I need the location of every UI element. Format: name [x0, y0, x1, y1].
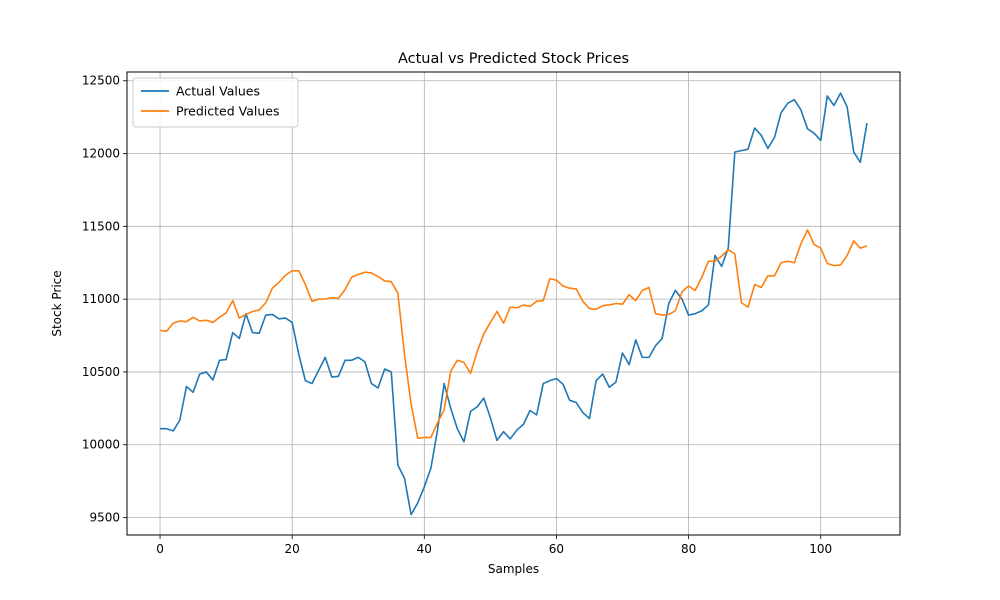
y-tick-label: 12000 [82, 147, 120, 161]
x-tick-label: 60 [549, 542, 564, 556]
series-layer [159, 92, 868, 516]
y-tick-label: 10500 [82, 365, 120, 379]
legend-label: Actual Values [176, 84, 260, 99]
series-line-actual [160, 92, 868, 516]
y-tick-label: 11500 [82, 219, 120, 233]
y-tick-label: 9500 [89, 511, 120, 525]
x-tick-label: 0 [156, 542, 164, 556]
x-tick-label: 100 [809, 542, 832, 556]
axes-frame [126, 71, 901, 536]
tick-layer: 0 20 40 60 80 100 9500 10000 10500 11000 11500 1200… [82, 74, 832, 556]
legend-box [132, 77, 299, 128]
x-tick-label: 80 [681, 542, 696, 556]
x-tick-label: 20 [285, 542, 300, 556]
y-tick-label: 11000 [82, 292, 120, 306]
y-tick-label: 10000 [82, 438, 120, 452]
x-tick-label: 40 [417, 542, 432, 556]
legend-label: Predicted Values [176, 104, 280, 119]
y-axis-title: Stock Price [50, 270, 64, 336]
grid-layer [127, 72, 900, 535]
y-tick-label: 12500 [82, 74, 120, 88]
series-line-predicted [159, 229, 868, 439]
chart-title: Actual vs Predicted Stock Prices [398, 51, 629, 67]
legend: Actual Values Predicted Values [132, 77, 299, 128]
x-axis-title: Samples [488, 562, 539, 576]
